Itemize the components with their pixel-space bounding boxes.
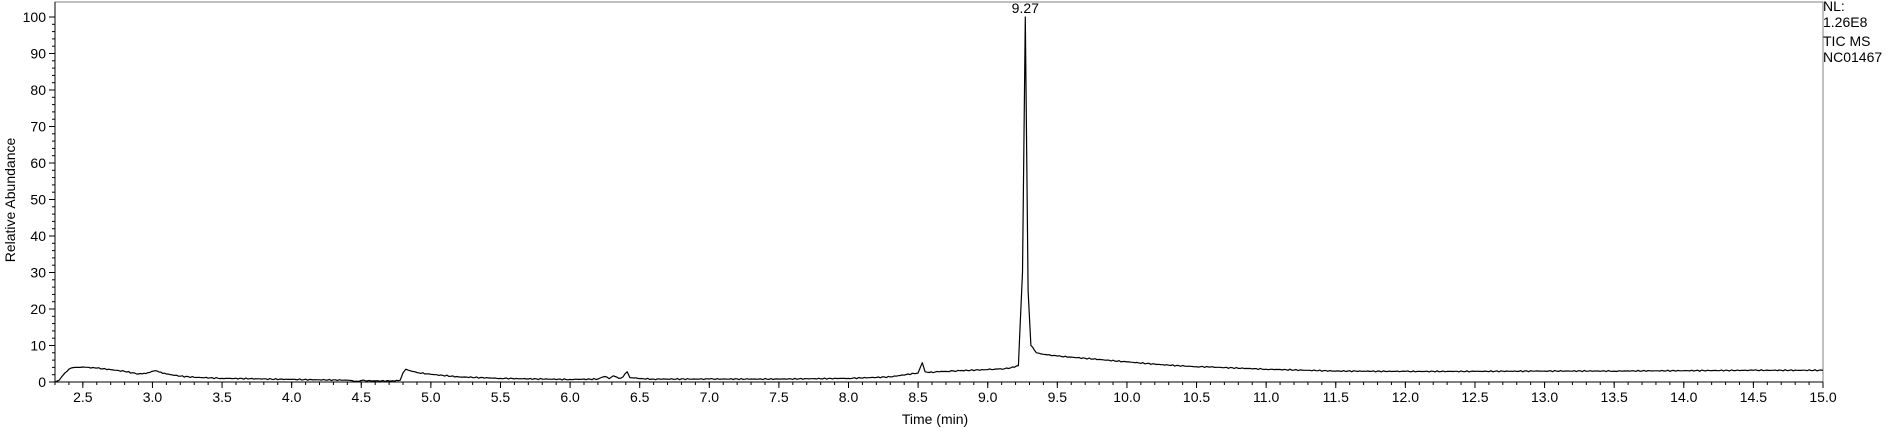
- y-tick-label: 20: [30, 301, 46, 317]
- x-tick-label: 12.0: [1392, 389, 1419, 405]
- x-tick-label: 10.0: [1113, 389, 1140, 405]
- x-axis-title: Time (min): [902, 411, 968, 427]
- x-tick-label: 13.0: [1531, 389, 1558, 405]
- y-axis: 0 10 20 30 40 50 60 70 80 90 100: [23, 2, 56, 390]
- x-tick-label: 7.0: [700, 389, 720, 405]
- x-tick-label: 4.5: [352, 389, 372, 405]
- x-tick-label: 3.5: [212, 389, 232, 405]
- y-tick-label: 90: [30, 46, 46, 62]
- x-tick-label: 8.0: [839, 389, 859, 405]
- chromatogram-trace: [54, 16, 1824, 383]
- y-tick-label: 100: [23, 9, 47, 25]
- y-tick-label: 0: [38, 374, 46, 390]
- peak-label: 9.27: [1012, 0, 1039, 16]
- x-tick-label: 2.5: [73, 389, 93, 405]
- info-sample-id: NC01467: [1823, 49, 1882, 65]
- tic-trace-line: [54, 16, 1824, 383]
- x-tick-label: 9.5: [1048, 389, 1068, 405]
- x-tick-label: 6.0: [560, 389, 580, 405]
- x-tick-label: 14.5: [1740, 389, 1767, 405]
- x-tick-label: 3.0: [143, 389, 163, 405]
- info-normalization-value: 1.26E8: [1823, 14, 1868, 30]
- y-tick-label: 60: [30, 155, 46, 171]
- x-tick-label: 10.5: [1183, 389, 1210, 405]
- x-tick-label: 5.5: [491, 389, 511, 405]
- x-tick-label: 11.5: [1323, 389, 1349, 405]
- x-tick-label: 15.0: [1809, 389, 1836, 405]
- info-normalization-label: NL:: [1823, 0, 1845, 14]
- x-tick-label: 9.0: [978, 389, 998, 405]
- y-axis-title: Relative Abundance: [2, 138, 18, 263]
- y-tick-label: 40: [30, 228, 46, 244]
- peak-annotations: 9.27: [1012, 0, 1039, 16]
- y-tick-label: 30: [30, 265, 46, 281]
- y-tick-label: 10: [30, 338, 46, 354]
- plot-frame: [54, 1, 1824, 383]
- info-scan-type: TIC MS: [1823, 33, 1870, 49]
- x-tick-label: 12.5: [1461, 389, 1488, 405]
- x-tick-label: 8.5: [908, 389, 928, 405]
- x-tick-label: 5.0: [421, 389, 441, 405]
- plot-border: [54, 1, 1824, 383]
- x-tick-label: 4.0: [282, 389, 302, 405]
- x-axis: 2.5 3.0 3.5 4.0 4.5 5.0 5.5 6.0 6.5 7.0 7.5 8.0 8.5 9…: [54, 381, 1837, 405]
- y-tick-label: 80: [30, 82, 46, 98]
- x-tick-label: 7.5: [769, 389, 789, 405]
- y-tick-label: 50: [30, 192, 46, 208]
- x-tick-label: 13.5: [1601, 389, 1628, 405]
- info-box: NL: 1.26E8 TIC MS NC01467: [1823, 0, 1882, 65]
- x-tick-label: 11.0: [1253, 389, 1279, 405]
- x-tick-label: 6.5: [630, 389, 650, 405]
- x-tick-label: 14.0: [1670, 389, 1697, 405]
- y-tick-label: 70: [30, 119, 46, 135]
